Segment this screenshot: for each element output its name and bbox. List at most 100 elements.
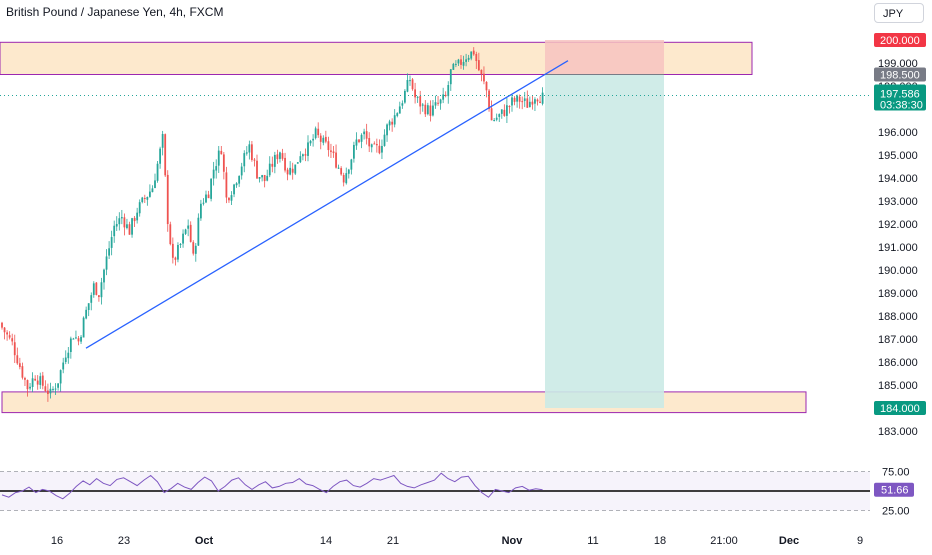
candle[interactable]: [13, 342, 16, 356]
candle[interactable]: [268, 163, 271, 176]
candle[interactable]: [82, 317, 85, 338]
candle[interactable]: [309, 140, 312, 144]
candle[interactable]: [212, 169, 215, 179]
candle[interactable]: [194, 245, 197, 254]
candle[interactable]: [284, 157, 286, 171]
candle[interactable]: [383, 134, 386, 146]
candle[interactable]: [286, 169, 289, 175]
candle[interactable]: [11, 338, 14, 342]
candle[interactable]: [319, 135, 322, 142]
candle[interactable]: [174, 257, 177, 260]
candle[interactable]: [432, 105, 434, 116]
candle[interactable]: [304, 154, 307, 156]
candle[interactable]: [393, 115, 396, 125]
candle[interactable]: [483, 73, 485, 82]
candle[interactable]: [421, 104, 424, 106]
trendline[interactable]: [85, 60, 569, 349]
current-price-tag[interactable]: [874, 84, 926, 111]
candle[interactable]: [156, 163, 159, 181]
candle[interactable]: [324, 136, 327, 142]
candle[interactable]: [105, 256, 108, 270]
candle[interactable]: [299, 156, 302, 163]
candle[interactable]: [518, 96, 521, 102]
candle[interactable]: [335, 152, 337, 168]
candle[interactable]: [6, 332, 8, 335]
candle[interactable]: [87, 303, 90, 310]
candle[interactable]: [205, 194, 207, 203]
candle[interactable]: [327, 141, 330, 151]
candle[interactable]: [197, 217, 200, 246]
candle[interactable]: [36, 380, 39, 385]
entry-price-tag[interactable]: [874, 67, 926, 82]
candle[interactable]: [261, 175, 263, 178]
candle[interactable]: [235, 183, 238, 186]
candle[interactable]: [100, 282, 103, 298]
candle[interactable]: [370, 144, 373, 148]
candle[interactable]: [271, 163, 274, 167]
candle[interactable]: [322, 137, 325, 143]
candle[interactable]: [437, 102, 439, 104]
candle[interactable]: [72, 338, 75, 340]
candle[interactable]: [120, 217, 123, 219]
candle[interactable]: [110, 237, 113, 248]
candle[interactable]: [217, 150, 220, 166]
candle[interactable]: [207, 194, 210, 199]
candle[interactable]: [159, 148, 161, 164]
candle[interactable]: [439, 99, 442, 104]
candle[interactable]: [258, 176, 261, 179]
candle[interactable]: [26, 380, 29, 390]
candle[interactable]: [192, 242, 195, 254]
candle[interactable]: [98, 295, 100, 297]
candle[interactable]: [442, 94, 445, 100]
candle[interactable]: [345, 173, 348, 184]
candle[interactable]: [113, 225, 116, 237]
candle[interactable]: [386, 124, 388, 136]
candle[interactable]: [118, 218, 121, 225]
candle[interactable]: [90, 295, 93, 303]
candle[interactable]: [429, 105, 432, 116]
candle[interactable]: [103, 269, 105, 283]
candle[interactable]: [31, 378, 34, 387]
candle[interactable]: [350, 159, 353, 170]
candle[interactable]: [462, 61, 465, 66]
symbol-title[interactable]: British Pound / Japanese Yen, 4h, FXCM: [6, 5, 224, 19]
candle[interactable]: [447, 84, 450, 97]
candle[interactable]: [169, 224, 172, 245]
candle[interactable]: [225, 172, 228, 198]
candle[interactable]: [488, 90, 490, 110]
candle[interactable]: [347, 169, 350, 174]
candle[interactable]: [452, 63, 455, 70]
candle[interactable]: [528, 101, 531, 108]
candle[interactable]: [182, 233, 184, 244]
candle[interactable]: [77, 338, 80, 342]
candle[interactable]: [424, 104, 427, 115]
candle[interactable]: [220, 150, 223, 155]
candle[interactable]: [378, 145, 381, 154]
candle[interactable]: [187, 225, 190, 229]
candle[interactable]: [416, 96, 419, 98]
candle[interactable]: [75, 337, 77, 339]
candle[interactable]: [266, 175, 269, 181]
candle[interactable]: [256, 160, 258, 179]
candle[interactable]: [541, 92, 544, 104]
candle[interactable]: [146, 197, 149, 200]
candle[interactable]: [189, 224, 192, 242]
candle[interactable]: [526, 98, 529, 108]
candle[interactable]: [253, 159, 256, 161]
candle[interactable]: [222, 154, 225, 172]
candle[interactable]: [314, 128, 317, 139]
candle[interactable]: [503, 109, 506, 116]
candle[interactable]: [472, 50, 475, 55]
candle[interactable]: [414, 89, 416, 98]
candle[interactable]: [184, 229, 187, 234]
candle[interactable]: [85, 309, 88, 319]
candle[interactable]: [391, 121, 394, 125]
candle[interactable]: [289, 167, 292, 175]
candle[interactable]: [480, 69, 483, 75]
candle[interactable]: [47, 390, 49, 395]
candle[interactable]: [312, 138, 314, 141]
candle[interactable]: [279, 152, 281, 159]
candle[interactable]: [151, 188, 154, 193]
candle[interactable]: [233, 184, 235, 195]
